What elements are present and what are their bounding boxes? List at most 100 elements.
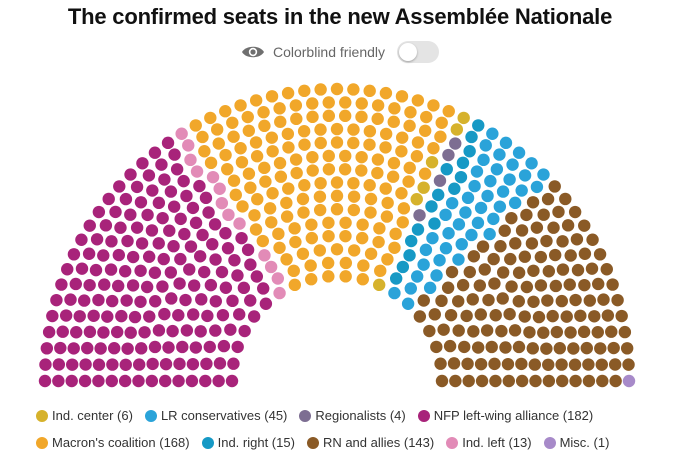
seat-dot <box>447 357 461 370</box>
seat-dot <box>355 97 368 110</box>
seat-dot <box>420 110 433 124</box>
seat-dot <box>146 357 159 371</box>
seat-dot <box>461 191 475 205</box>
seat-dot <box>186 357 200 371</box>
seat-dot <box>238 324 251 338</box>
seat-dot <box>233 308 246 321</box>
seat-dot <box>503 307 516 321</box>
seat-dot <box>472 119 485 132</box>
legend-swatch <box>417 409 430 422</box>
seat-dot <box>204 156 218 170</box>
seat-dot <box>247 310 261 323</box>
seat-dot <box>552 205 565 219</box>
seat-dot <box>306 97 319 110</box>
legend-label: Macron's coalition (168) <box>52 435 190 450</box>
seat-dot <box>184 153 197 167</box>
seat-dot <box>167 240 180 253</box>
seat-dot <box>537 326 550 339</box>
seat-dot <box>496 266 510 279</box>
seat-dot <box>474 201 488 215</box>
seat-dot <box>508 324 522 337</box>
seat-dot <box>94 342 107 355</box>
seat-dot <box>65 374 78 388</box>
seat-dot <box>172 309 185 322</box>
seat-dot <box>298 138 311 151</box>
seat-dot <box>210 123 224 136</box>
seat-dot <box>258 119 271 133</box>
seat-dot <box>289 235 302 249</box>
seat-dot <box>273 241 286 254</box>
seat-dot <box>445 265 459 279</box>
seat-dot <box>132 358 146 371</box>
seat-dot <box>157 252 170 266</box>
seat-dot <box>64 293 77 306</box>
seat-dot <box>403 161 416 175</box>
seat-dot <box>199 191 213 205</box>
colorblind-toggle-switch[interactable] <box>397 41 440 63</box>
seat-dot <box>395 90 409 103</box>
colorblind-toggle-label: Colorblind friendly <box>272 44 386 60</box>
seat-dot <box>427 99 440 112</box>
seat-dot <box>462 374 475 388</box>
seat-dot <box>217 339 231 353</box>
seat-dot <box>222 208 235 222</box>
seat-dot <box>322 229 335 243</box>
seat-dot <box>435 374 449 388</box>
seat-dot <box>330 203 344 216</box>
seat-dot <box>548 248 562 262</box>
seat-dot <box>443 339 457 353</box>
seat-dot <box>488 277 501 290</box>
seat-dot <box>135 237 149 250</box>
seat-dot <box>199 374 212 388</box>
seat-dot <box>282 141 295 154</box>
seat-dot <box>440 162 453 176</box>
seat-dot <box>442 105 455 118</box>
seat-dot <box>121 342 134 355</box>
seat-dot <box>164 266 178 279</box>
seat-dot <box>476 240 490 253</box>
seat-dot <box>595 358 608 371</box>
seat-dot <box>145 374 159 388</box>
seat-dot <box>474 357 488 371</box>
seat-dot <box>200 357 213 371</box>
seat-dot <box>458 340 471 354</box>
seat-dot <box>434 357 447 370</box>
seat-dot <box>215 265 229 279</box>
seat-dot <box>512 266 526 279</box>
legend-swatch <box>543 436 556 449</box>
seat-dot <box>374 264 387 278</box>
seat-dot <box>148 266 162 279</box>
seat-dot <box>381 253 394 266</box>
seat-dot <box>249 94 263 107</box>
seat-dot <box>209 295 222 308</box>
seat-dot <box>425 200 438 213</box>
seat-dot <box>67 342 80 355</box>
seat-dot <box>466 293 479 306</box>
seat-dot <box>274 170 288 183</box>
seat-dot <box>609 374 622 388</box>
legend-item: LR conservatives (45) <box>144 408 287 423</box>
seat-dot <box>372 235 385 249</box>
seat-dot <box>314 136 327 150</box>
seat-dot <box>142 169 156 182</box>
seat-dot <box>121 234 134 248</box>
seat-dot <box>411 136 425 149</box>
seat-dot <box>395 145 408 158</box>
seat-dot <box>134 196 148 209</box>
seat-dot <box>347 136 360 150</box>
seat-dot <box>124 208 137 221</box>
seat-dot <box>89 263 103 277</box>
seat-dot <box>174 252 187 266</box>
seat-dot <box>452 324 465 337</box>
seat-dot <box>357 259 370 272</box>
seat-dot <box>564 249 577 262</box>
seat-dot <box>495 324 508 338</box>
seat-dot <box>225 374 239 388</box>
seat-dot <box>296 247 310 260</box>
seat-dot <box>266 145 279 158</box>
seat-dot <box>87 309 100 322</box>
seat-dot <box>430 340 443 354</box>
legend-label: Regionalists (4) <box>315 408 406 423</box>
seat-dot <box>113 180 126 193</box>
seat-dot <box>570 233 584 246</box>
